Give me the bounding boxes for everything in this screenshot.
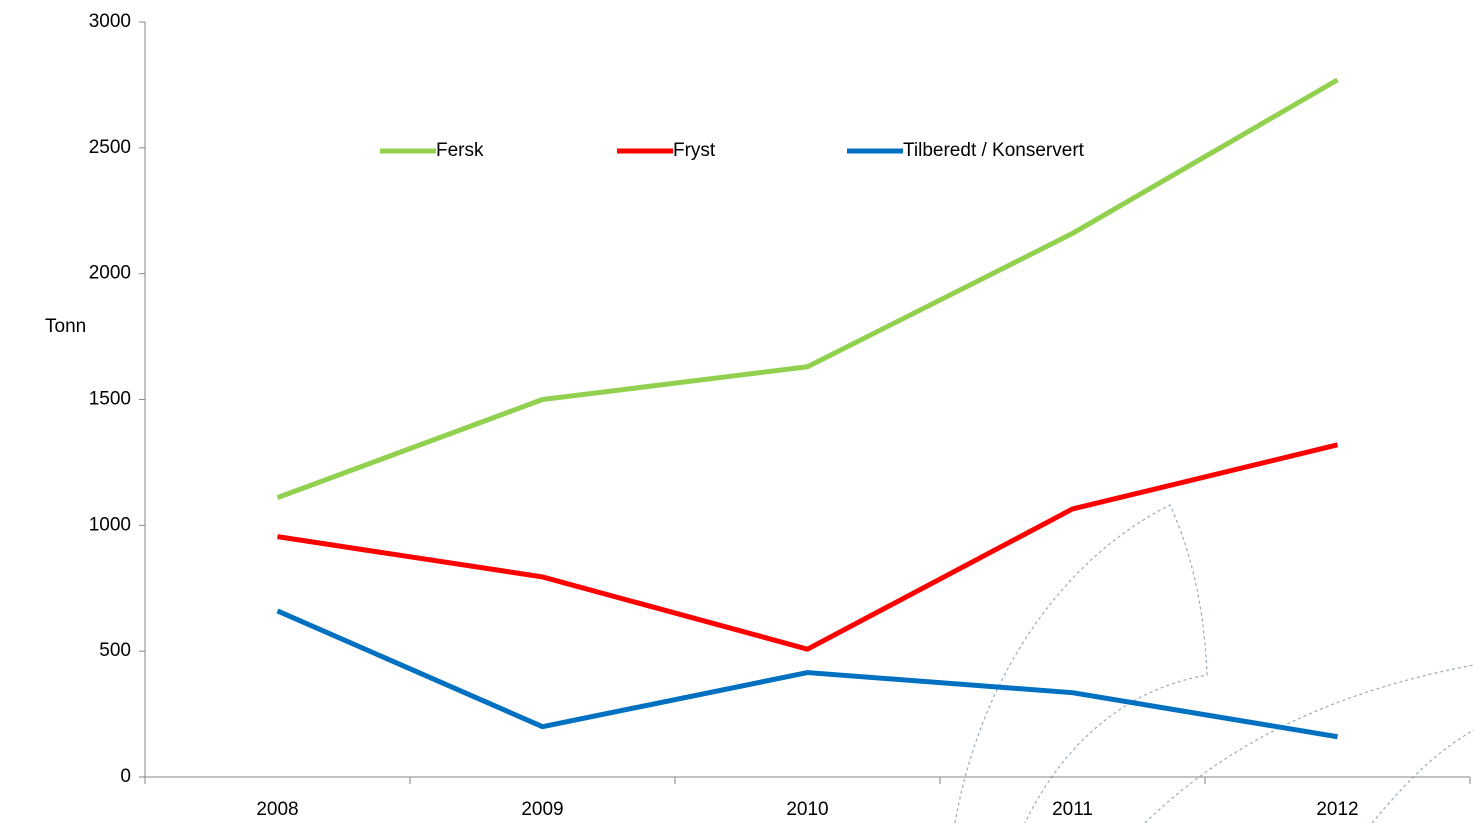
x-tick-label: 2012 — [1316, 799, 1358, 820]
series-line — [276, 608, 1338, 740]
y-tick-label: 2500 — [89, 137, 131, 158]
x-tick-label: 2010 — [786, 799, 828, 820]
decoration — [1144, 664, 1474, 823]
legend-label: Fersk — [436, 140, 484, 161]
series-line — [276, 77, 1339, 500]
x-tick-label: 2009 — [521, 799, 563, 820]
series-line — [277, 442, 1339, 652]
y-tick-label: 1000 — [89, 514, 131, 535]
legend-label: Fryst — [673, 140, 716, 161]
decoration — [1371, 729, 1474, 823]
y-tick-label: 2000 — [89, 263, 131, 284]
x-tick-label: 2011 — [1052, 799, 1093, 820]
legend-label: Tilberedt / Konservert — [903, 140, 1085, 161]
y-tick-label: 3000 — [89, 11, 131, 32]
y-tick-label: 500 — [99, 640, 131, 661]
y-tick-label: 1500 — [89, 389, 131, 410]
y-axis-label: Tonn — [45, 316, 86, 337]
y-tick-label: 0 — [120, 766, 131, 787]
x-tick-label: 2008 — [256, 799, 298, 820]
decoration — [954, 504, 1208, 823]
